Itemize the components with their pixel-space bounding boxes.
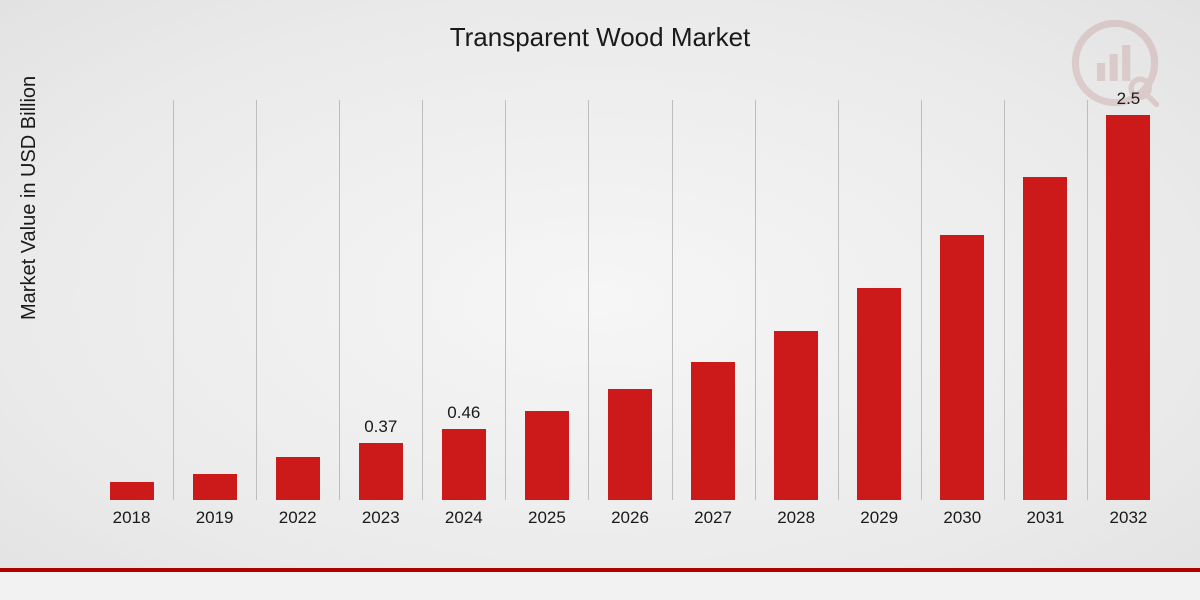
gridline xyxy=(1087,100,1088,500)
chart-title: Transparent Wood Market xyxy=(0,22,1200,53)
gridline xyxy=(256,100,257,500)
x-tick-label: 2024 xyxy=(445,508,483,528)
gridline xyxy=(838,100,839,500)
x-tick-label: 2031 xyxy=(1026,508,1064,528)
gridline xyxy=(173,100,174,500)
bar xyxy=(608,389,652,500)
x-tick-label: 2019 xyxy=(196,508,234,528)
gridline xyxy=(339,100,340,500)
plot-region: 0.370.462.5 xyxy=(90,100,1170,500)
gridline xyxy=(422,100,423,500)
bar xyxy=(1023,177,1067,500)
chart-plot-area: 0.370.462.5 2018201920222023202420252026… xyxy=(90,100,1170,530)
bar xyxy=(691,362,735,500)
bar xyxy=(359,443,403,500)
gridline xyxy=(672,100,673,500)
bar-value-label: 2.5 xyxy=(1117,89,1141,109)
bar-value-label: 0.46 xyxy=(447,403,480,423)
x-tick-label: 2028 xyxy=(777,508,815,528)
bar xyxy=(110,482,154,500)
bar xyxy=(525,411,569,500)
bar xyxy=(940,235,984,500)
x-tick-label: 2022 xyxy=(279,508,317,528)
bar xyxy=(442,429,486,500)
x-tick-label: 2030 xyxy=(943,508,981,528)
footer-accent-bar xyxy=(0,568,1200,600)
x-tick-label: 2026 xyxy=(611,508,649,528)
y-axis-label: Market Value in USD Billion xyxy=(18,76,41,320)
bar-value-label: 0.37 xyxy=(364,417,397,437)
x-tick-label: 2025 xyxy=(528,508,566,528)
x-tick-label: 2023 xyxy=(362,508,400,528)
gridline xyxy=(921,100,922,500)
bar xyxy=(1106,115,1150,500)
bar xyxy=(857,288,901,500)
bar xyxy=(193,474,237,500)
brand-logo-watermark xyxy=(1070,18,1160,108)
gridline xyxy=(505,100,506,500)
x-tick-label: 2018 xyxy=(113,508,151,528)
gridline xyxy=(1004,100,1005,500)
gridline xyxy=(755,100,756,500)
bar xyxy=(276,457,320,500)
x-tick-label: 2027 xyxy=(694,508,732,528)
x-tick-label: 2032 xyxy=(1110,508,1148,528)
x-tick-label: 2029 xyxy=(860,508,898,528)
gridline xyxy=(588,100,589,500)
bar xyxy=(774,331,818,500)
